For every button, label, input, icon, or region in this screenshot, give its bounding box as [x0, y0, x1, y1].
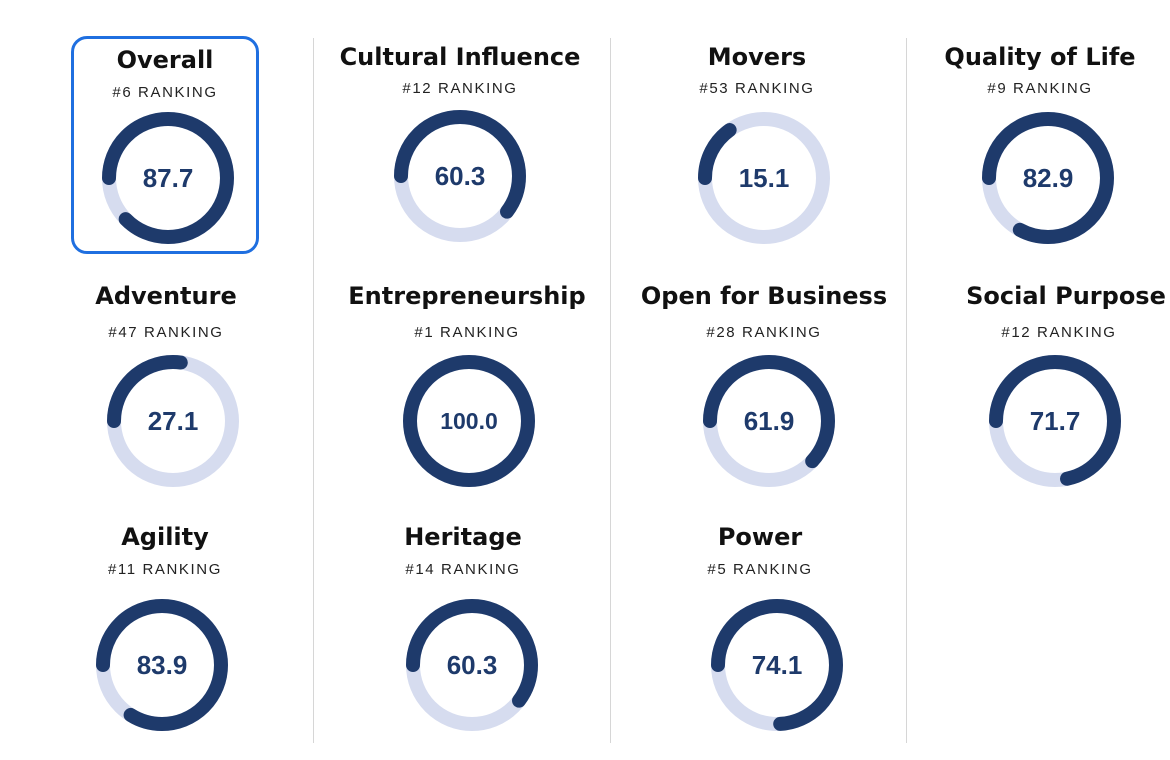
- score-value: 74.1: [751, 650, 803, 680]
- card-title: Agility: [121, 523, 209, 551]
- score-ring-arc: [703, 355, 835, 487]
- category-card-quality-of-life[interactable]: Quality of Life #9 RANKING 82.9: [920, 43, 1160, 253]
- category-card-movers[interactable]: Movers #53 RANKING 15.1: [627, 43, 887, 253]
- card-ranking: #9 RANKING: [987, 80, 1093, 97]
- score-ring-arc: [403, 355, 535, 487]
- card-title: Quality of Life: [944, 43, 1136, 71]
- category-card-social-purpose[interactable]: Social Purpose #12 RANKING 71.7: [950, 282, 1166, 492]
- category-card-overall[interactable]: Overall #6 RANKING 87.7: [71, 36, 259, 254]
- category-card-cultural-influence[interactable]: Cultural Influence #12 RANKING 60.3: [330, 43, 590, 253]
- divider-1: [313, 38, 314, 743]
- score-value: 61.9: [743, 406, 795, 436]
- card-title: Entrepreneurship: [348, 282, 586, 310]
- score-ring-graphic: [107, 355, 239, 487]
- score-ring-graphic: [703, 355, 835, 487]
- card-title: Cultural Influence: [339, 43, 581, 71]
- score-ring-graphic: [989, 355, 1121, 487]
- score-ring: 83.9: [95, 598, 229, 732]
- score-ring-arc: [96, 599, 228, 731]
- card-ranking: #11 RANKING: [107, 561, 223, 578]
- score-ring: 60.3: [393, 109, 527, 243]
- score-ring-arc: [698, 112, 830, 244]
- card-title: Heritage: [404, 523, 522, 551]
- score-ring-graphic: [102, 112, 234, 244]
- score-ring-graphic: [406, 599, 538, 731]
- score-ring-graphic: [403, 355, 535, 487]
- score-ring: 71.7: [988, 354, 1122, 488]
- category-card-adventure[interactable]: Adventure #47 RANKING 27.1: [50, 282, 282, 492]
- card-ranking: #12 RANKING: [402, 80, 518, 97]
- card-title: Power: [717, 523, 803, 551]
- card-ranking: #12 RANKING: [1001, 324, 1117, 341]
- score-value: 83.9: [136, 650, 188, 680]
- category-card-heritage[interactable]: Heritage #14 RANKING 60.3: [333, 523, 593, 733]
- score-ring-arc: [982, 112, 1114, 244]
- card-ranking: #1 RANKING: [414, 324, 520, 341]
- card-title: Movers: [707, 43, 807, 71]
- score-ring: 27.1: [106, 354, 240, 488]
- score-ring-graphic: [698, 112, 830, 244]
- score-value: 71.7: [1029, 406, 1081, 436]
- score-ring: 82.9: [981, 111, 1115, 245]
- card-ranking: #5 RANKING: [707, 561, 813, 578]
- score-ring-arc: [107, 355, 239, 487]
- card-ranking: #14 RANKING: [405, 561, 521, 578]
- score-ring: 74.1: [710, 598, 844, 732]
- divider-2: [610, 38, 611, 743]
- category-card-agility[interactable]: Agility #11 RANKING 83.9: [50, 523, 280, 733]
- category-card-entrepreneurship[interactable]: Entrepreneurship #1 RANKING 100.0: [337, 282, 597, 492]
- score-ring-arc: [102, 112, 234, 244]
- score-value: 15.1: [738, 163, 790, 193]
- card-ranking: #47 RANKING: [108, 324, 224, 341]
- score-ring: 87.7: [101, 111, 235, 245]
- score-ring-graphic: [96, 599, 228, 731]
- score-ring-arc: [711, 599, 843, 731]
- score-value: 87.7: [142, 163, 194, 193]
- score-ring: 61.9: [702, 354, 836, 488]
- score-ring-graphic: [394, 110, 526, 242]
- score-value: 27.1: [147, 406, 199, 436]
- category-card-power[interactable]: Power #5 RANKING 74.1: [630, 523, 890, 733]
- score-ring: 100.0: [402, 354, 536, 488]
- score-value: 60.3: [434, 161, 486, 191]
- card-ranking: #6 RANKING: [112, 84, 218, 101]
- score-ring: 60.3: [405, 598, 539, 732]
- score-ring-graphic: [711, 599, 843, 731]
- card-ranking: #28 RANKING: [706, 324, 822, 341]
- score-value: 82.9: [1022, 163, 1074, 193]
- card-title: Social Purpose: [966, 282, 1166, 310]
- score-value: 60.3: [446, 650, 498, 680]
- score-ring-graphic: [982, 112, 1114, 244]
- card-ranking: #53 RANKING: [699, 80, 815, 97]
- category-card-open-for-business[interactable]: Open for Business #28 RANKING 61.9: [634, 282, 894, 492]
- score-ring-arc: [989, 355, 1121, 487]
- score-ring-arc: [394, 110, 526, 242]
- score-ring-arc: [406, 599, 538, 731]
- divider-3: [906, 38, 907, 743]
- card-title: Open for Business: [640, 282, 888, 310]
- card-title: Overall: [116, 46, 214, 74]
- score-value: 100.0: [440, 408, 498, 434]
- card-title: Adventure: [95, 282, 237, 310]
- score-ring: 15.1: [697, 111, 831, 245]
